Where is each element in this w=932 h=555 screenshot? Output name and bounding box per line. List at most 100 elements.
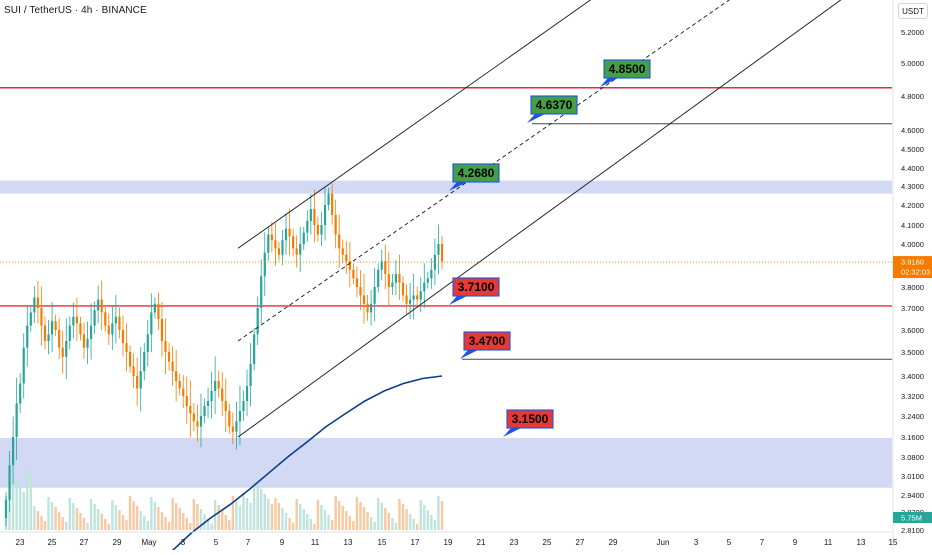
- target-label-box: [603, 59, 651, 79]
- candle-body: [433, 254, 437, 270]
- target-label-text: 4.6370: [536, 98, 573, 112]
- volume-bar: [61, 517, 64, 530]
- candle-body: [338, 234, 341, 249]
- volume-bar: [107, 524, 110, 530]
- volume-bar: [217, 505, 220, 530]
- x-tick-label: 25: [543, 538, 552, 547]
- y-tick-label: 5.2000: [901, 28, 924, 37]
- volume-bar: [373, 522, 376, 530]
- candle-body: [61, 347, 64, 357]
- volume-bar: [199, 509, 203, 530]
- candle-body: [97, 299, 100, 311]
- volume-tag: [893, 512, 932, 523]
- x-tick-label: 7: [246, 538, 251, 547]
- current-price-value: 3.9160: [901, 258, 924, 267]
- currency-button[interactable]: USDT: [898, 3, 928, 19]
- volume-bar: [221, 510, 224, 530]
- x-tick-label: 3: [181, 538, 186, 547]
- candle-body: [228, 411, 231, 427]
- volume-bar: [355, 497, 359, 530]
- target-label-box: [506, 409, 554, 429]
- candle-body: [47, 334, 50, 341]
- volume-bar: [348, 516, 352, 530]
- x-tick-label: 15: [378, 538, 387, 547]
- volume-bar: [316, 500, 320, 530]
- candle-body: [15, 403, 18, 437]
- volume-bar: [178, 508, 181, 530]
- y-tick-label: 2.9400: [901, 491, 924, 500]
- volume-bar: [433, 520, 437, 530]
- candle-body: [22, 347, 25, 384]
- x-tick-label: 5: [214, 538, 219, 547]
- candle-body: [4, 499, 8, 518]
- candle-body: [68, 325, 71, 341]
- candle-body: [288, 228, 291, 237]
- candle-body: [206, 401, 210, 406]
- volume-bar: [415, 524, 419, 530]
- volume-bar: [11, 477, 15, 530]
- candle-body: [221, 388, 224, 401]
- volume-bar: [334, 496, 337, 530]
- candle-body: [157, 303, 160, 319]
- volume-bar: [22, 492, 25, 530]
- volume-bar: [320, 505, 323, 530]
- candle-body: [75, 316, 78, 324]
- candle-body: [54, 321, 57, 330]
- candle-body: [274, 240, 277, 249]
- candle-body: [189, 406, 192, 414]
- candle-body: [359, 287, 362, 296]
- x-tick-label: 13: [344, 538, 353, 547]
- candle-body: [171, 361, 174, 372]
- x-tick-label: 23: [16, 538, 25, 547]
- candle-body: [316, 225, 320, 235]
- volume-bar: [96, 509, 100, 530]
- volume-bar: [72, 503, 75, 530]
- target-label-text: 3.4700: [469, 334, 506, 348]
- volume-bar: [135, 506, 139, 530]
- candle-body: [440, 244, 444, 262]
- candle-body: [256, 308, 259, 335]
- volume-bar: [405, 509, 408, 530]
- x-tick-label: 9: [280, 538, 285, 547]
- volume-bar: [238, 506, 242, 530]
- candle-body: [309, 209, 312, 221]
- candle-body: [341, 248, 344, 255]
- y-tick-label: 3.6000: [901, 326, 924, 335]
- candle-body: [107, 325, 110, 335]
- channel-midline: [237, 0, 730, 342]
- zones-layer: [0, 180, 892, 488]
- x-tick-label: 27: [576, 538, 585, 547]
- candle-body: [19, 383, 22, 404]
- volume-bar: [153, 502, 157, 530]
- volume-bar: [196, 504, 199, 530]
- x-tick-label: 17: [411, 538, 420, 547]
- candle-body: [50, 321, 54, 335]
- candle-body: [132, 366, 135, 376]
- x-tick-label: 29: [113, 538, 122, 547]
- volume-bar: [359, 502, 362, 530]
- volume-bar: [263, 494, 266, 530]
- x-tick-label: 25: [48, 538, 57, 547]
- label-arrow: [527, 114, 545, 123]
- time-axis: 23 25 27 29 May 3 5 7 9 11 13 15 17 19 21 23 25 27 29 Jun 3 5…: [0, 531, 898, 547]
- moving-average-layer: [171, 375, 443, 552]
- volume-bar: [114, 505, 118, 530]
- candle-body: [249, 364, 252, 386]
- target-label-text: 4.2680: [458, 166, 495, 180]
- candle-body: [284, 228, 288, 241]
- candle-body: [370, 303, 373, 313]
- resistance-zone: [0, 180, 892, 194]
- volume-bar: [143, 516, 146, 530]
- volume-bar: [121, 515, 125, 530]
- candle-body: [160, 319, 164, 341]
- volume-bar: [18, 487, 22, 530]
- candle-body: [224, 401, 227, 411]
- y-tick-label: 3.0100: [901, 472, 924, 481]
- volume-bar: [40, 516, 43, 530]
- volume-bar: [327, 515, 330, 530]
- x-tick-label: Jun: [657, 538, 670, 547]
- y-tick-label: 4.1000: [901, 221, 924, 230]
- volume-bar: [68, 498, 72, 530]
